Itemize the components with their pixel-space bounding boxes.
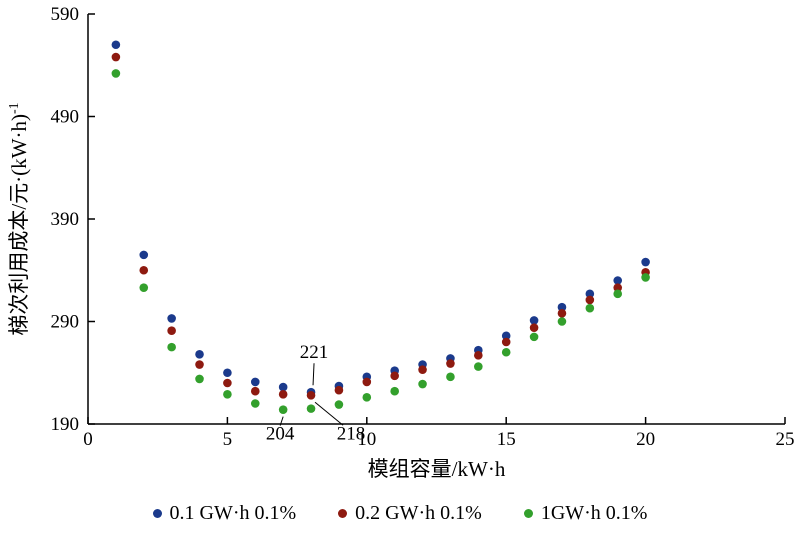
series-2 bbox=[111, 69, 650, 414]
data-point bbox=[167, 314, 176, 323]
y-tick-label: 490 bbox=[51, 107, 80, 128]
data-point bbox=[334, 400, 344, 409]
legend-item-1: 0.2 GW·h 0.1% bbox=[338, 502, 482, 525]
scatter-chart: 0 5 10 15 20 25 190 290 390 490 590 模组容量/kW·h 梯次利用成本… bbox=[7, 4, 795, 481]
y-tick-label: 190 bbox=[51, 414, 80, 435]
data-point bbox=[362, 377, 372, 387]
data-point bbox=[278, 405, 288, 414]
annotation-leader-line bbox=[312, 363, 315, 386]
data-point bbox=[474, 362, 483, 371]
y-tick-label: 390 bbox=[51, 209, 80, 230]
series-0 bbox=[111, 40, 650, 397]
data-point bbox=[250, 377, 260, 387]
data-point bbox=[390, 371, 399, 381]
legend-swatch bbox=[152, 509, 162, 518]
data-point bbox=[306, 391, 316, 400]
data-point bbox=[418, 379, 427, 389]
data-point bbox=[362, 393, 372, 402]
data-point bbox=[641, 273, 650, 282]
legend-item-0: 0.1 GW·h 0.1% bbox=[152, 502, 297, 525]
data-point bbox=[111, 40, 121, 50]
annotation-leader-line bbox=[279, 416, 284, 426]
data-point bbox=[250, 399, 260, 408]
data-point bbox=[334, 385, 344, 395]
data-point bbox=[223, 368, 232, 378]
annotation-label: 218 bbox=[337, 423, 366, 444]
data-point bbox=[223, 389, 232, 399]
data-point bbox=[585, 303, 595, 313]
data-point bbox=[139, 283, 149, 292]
data-point bbox=[195, 374, 204, 384]
data-point bbox=[613, 283, 623, 292]
data-point bbox=[139, 250, 149, 260]
data-point bbox=[111, 69, 121, 78]
data-point bbox=[278, 389, 288, 399]
data-point bbox=[641, 257, 650, 267]
y-axis-title: 梯次利用成本/元·(kW·h)-1 bbox=[7, 102, 31, 335]
data-point bbox=[529, 323, 539, 332]
x-tick-label: 15 bbox=[497, 429, 516, 450]
data-point bbox=[529, 332, 539, 342]
data-point bbox=[501, 337, 511, 347]
annotation-label: 204 bbox=[266, 424, 295, 445]
data-point bbox=[474, 351, 483, 360]
data-point bbox=[585, 295, 595, 305]
data-point bbox=[195, 350, 204, 359]
data-point bbox=[613, 289, 623, 299]
data-point bbox=[167, 326, 176, 336]
data-point bbox=[446, 359, 455, 368]
legend-label: 0.2 GW·h 0.1% bbox=[355, 502, 482, 524]
data-point bbox=[529, 316, 539, 325]
legend-item-2: 1GW·h 0.1% bbox=[523, 502, 648, 525]
x-tick-label: 0 bbox=[83, 429, 93, 450]
data-point bbox=[306, 404, 316, 413]
y-tick-label: 290 bbox=[51, 312, 80, 333]
data-point bbox=[195, 360, 204, 369]
y-tick-label: 590 bbox=[51, 4, 80, 25]
data-point bbox=[585, 289, 595, 299]
data-point bbox=[139, 265, 149, 275]
series-1 bbox=[111, 52, 650, 400]
data-point bbox=[501, 331, 511, 341]
data-point bbox=[390, 386, 399, 396]
legend-swatch bbox=[338, 509, 348, 518]
data-point bbox=[278, 382, 288, 392]
legend-label: 1GW·h 0.1% bbox=[540, 502, 648, 524]
legend-label: 0.1 GW·h 0.1% bbox=[169, 502, 297, 524]
data-point bbox=[111, 52, 121, 62]
data-point bbox=[167, 342, 176, 352]
data-point bbox=[613, 276, 623, 285]
annotation-label: 221 bbox=[300, 342, 329, 363]
data-point bbox=[557, 302, 567, 312]
x-tick-label: 5 bbox=[223, 429, 233, 450]
data-point bbox=[557, 317, 567, 326]
legend-swatch bbox=[523, 509, 533, 518]
annotation-leader-line bbox=[314, 401, 344, 426]
data-point bbox=[501, 347, 511, 357]
x-axis-title: 模组容量/kW·h bbox=[368, 457, 506, 481]
x-tick-label: 25 bbox=[776, 429, 795, 450]
chart-legend: 0.1 GW·h 0.1% 0.2 GW·h 0.1% 1GW·h 0.1% bbox=[0, 502, 800, 525]
x-tick-label: 10 bbox=[357, 429, 376, 450]
data-point bbox=[250, 386, 260, 396]
data-point bbox=[223, 378, 232, 388]
x-tick-label: 20 bbox=[636, 429, 655, 450]
data-point bbox=[557, 309, 567, 318]
data-point bbox=[418, 365, 427, 374]
data-point bbox=[446, 372, 455, 382]
